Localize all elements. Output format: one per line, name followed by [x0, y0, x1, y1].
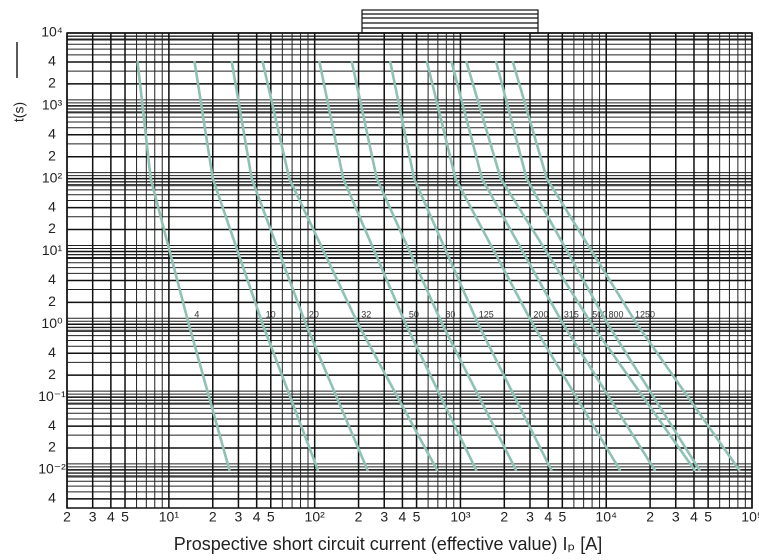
x-tick-label: 10⁴: [595, 509, 617, 525]
x-tick-label: 2: [209, 509, 217, 525]
curve: [193, 60, 320, 472]
y-tick-label: 2: [48, 75, 56, 91]
curve-label: 200: [533, 310, 548, 320]
x-tick-label: 5: [267, 509, 275, 525]
y-tick-label: 4: [48, 126, 56, 142]
curve: [230, 60, 369, 472]
y-tick-label: 10¹: [42, 242, 63, 258]
y-tick-label: 2: [48, 439, 56, 455]
curve: [389, 60, 553, 472]
curve: [261, 60, 439, 472]
y-tick-label: 2: [48, 293, 56, 309]
curve-label: 80: [445, 310, 455, 320]
curve-label: 10: [266, 310, 276, 320]
x-tick-label: 2: [63, 509, 71, 525]
curve: [494, 60, 701, 472]
x-tick-label: 4: [399, 509, 407, 525]
y-tick-label: 2: [48, 220, 56, 236]
curve-label: 1250: [635, 310, 655, 320]
y-tick-label: 10⁴: [41, 24, 63, 40]
y-tick-label: 4: [48, 53, 56, 69]
x-tick-label: 3: [89, 509, 97, 525]
x-tick-label: 2: [500, 509, 508, 525]
x-tick-label: 3: [672, 509, 680, 525]
x-tick-label: 2: [355, 509, 363, 525]
y-tick-label: 10²: [42, 169, 63, 185]
curve: [350, 60, 518, 472]
y-tick-label: 4: [48, 198, 56, 214]
y-tick-label: 4: [48, 417, 56, 433]
y-tick-label: 4: [48, 271, 56, 287]
curve-label: 4: [194, 310, 199, 320]
y-tick-label: 2: [48, 147, 56, 163]
x-tick-label: 4: [107, 509, 115, 525]
y-tick-label: 2: [48, 366, 56, 382]
curve-label: 50: [409, 310, 419, 320]
curve-label: 20: [309, 310, 319, 320]
curve: [465, 60, 696, 472]
y-tick-label: 4: [48, 490, 56, 506]
x-tick-label: 4: [690, 509, 698, 525]
top-extension: [361, 9, 539, 34]
x-tick-label: 5: [704, 509, 712, 525]
plot-frame: [66, 32, 753, 509]
x-tick-label: 10¹: [159, 509, 180, 525]
curve: [136, 60, 231, 472]
x-tick-label: 10²: [305, 509, 326, 525]
y-tick-label: 10⁻²: [38, 461, 66, 477]
curve: [450, 60, 656, 472]
y-axis-title: t(s): [11, 102, 27, 122]
x-tick-label: 5: [558, 509, 566, 525]
x-tick-label: 10⁵: [741, 509, 759, 525]
x-tick-label: 4: [253, 509, 261, 525]
curve: [511, 60, 741, 472]
x-tick-label: 5: [413, 509, 421, 525]
x-tick-label: 4: [544, 509, 552, 525]
curve-label: 32: [361, 310, 371, 320]
x-tick-label: 2: [646, 509, 654, 525]
curve-label: 315: [564, 310, 579, 320]
x-tick-label: 5: [121, 509, 129, 525]
y-tick-label: 10⁰: [41, 315, 63, 331]
curve-label: 125: [479, 310, 494, 320]
y-tick-label: 10⁻¹: [38, 388, 66, 404]
y-tick-label: 4: [48, 344, 56, 360]
y-tick-label: 10³: [42, 97, 63, 113]
x-tick-label: 10³: [450, 509, 471, 525]
x-tick-label: 3: [235, 509, 243, 525]
x-tick-label: 3: [380, 509, 388, 525]
curve-label: 800: [608, 310, 623, 320]
x-axis-title: Prospective short circuit current (effec…: [174, 534, 603, 554]
curve-label: 500: [592, 310, 607, 320]
x-tick-label: 3: [526, 509, 534, 525]
curve: [425, 60, 622, 472]
curve: [318, 60, 478, 472]
